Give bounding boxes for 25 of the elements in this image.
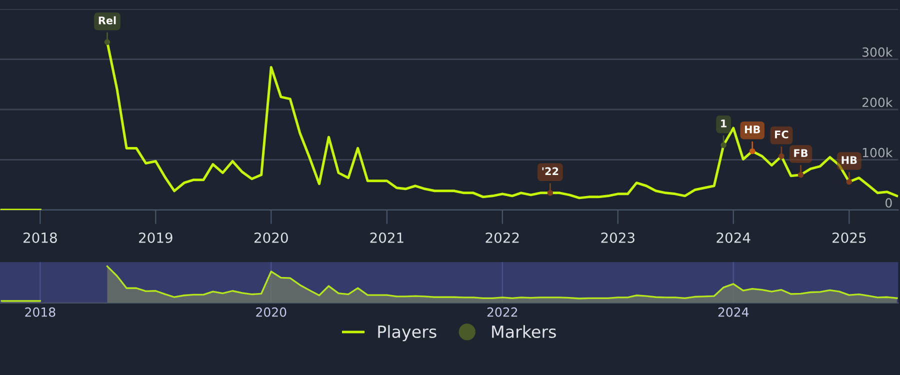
x-tick-label: 2020 (256, 307, 286, 317)
x-tick-label: 2024 (718, 307, 749, 317)
y-tick-label: 0 (886, 198, 892, 208)
annotation: FB (794, 149, 808, 157)
x-tick-label: 2021 (370, 232, 404, 243)
y-tick-label: 100k (862, 148, 893, 158)
x-tick-label: 2020 (254, 232, 288, 243)
x-tick-label: 2018 (24, 232, 57, 243)
x-tick-label: 2025 (832, 232, 866, 243)
annotation: 1 (721, 120, 726, 128)
annotation: FC (775, 130, 788, 138)
annotation: Rel (98, 16, 116, 24)
x-tick-label: 2024 (716, 232, 750, 243)
y-tick-label: 300k (862, 47, 893, 57)
legend-label: Players (378, 325, 436, 342)
annotation: '22 (542, 167, 558, 175)
annotation: HB (842, 156, 857, 164)
x-tick-label: 2022 (486, 232, 519, 243)
annotation: HB (744, 126, 760, 134)
y-tick-label: 200k (862, 97, 893, 108)
x-tick-label: 2019 (139, 232, 172, 243)
x-tick-label: 2022 (487, 307, 518, 317)
x-tick-label: 2018 (25, 307, 56, 317)
legend-label: Markers (492, 325, 556, 338)
x-tick-label: 2023 (601, 232, 634, 243)
